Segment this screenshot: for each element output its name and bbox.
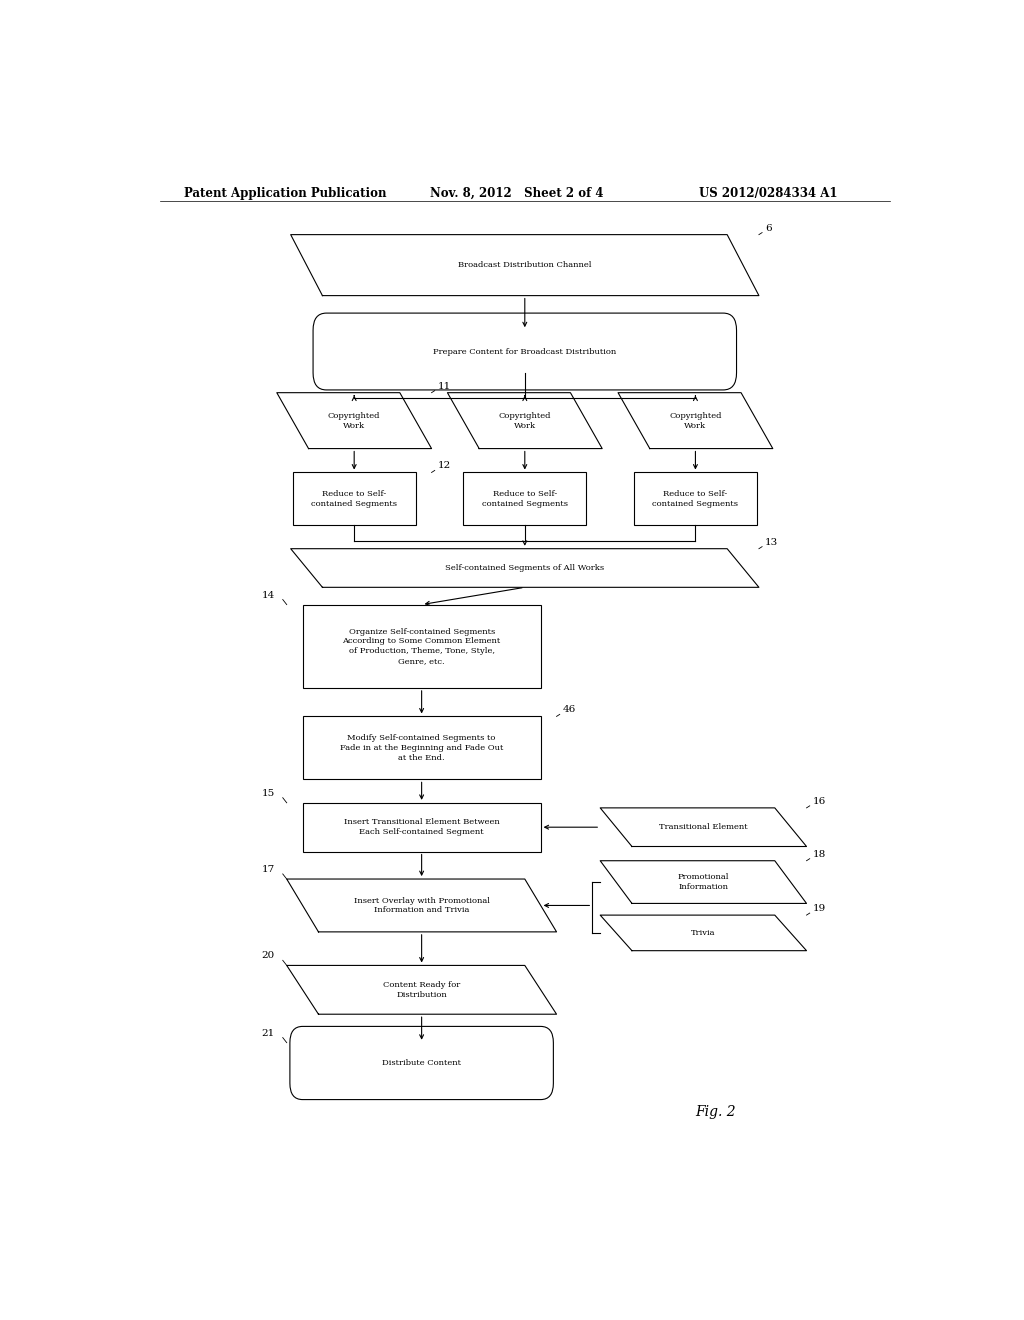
Text: Transitional Element: Transitional Element xyxy=(659,824,748,832)
FancyBboxPatch shape xyxy=(313,313,736,389)
Polygon shape xyxy=(600,915,807,950)
Bar xyxy=(303,803,541,851)
Text: 15: 15 xyxy=(261,789,274,797)
Text: Reduce to Self-
contained Segments: Reduce to Self- contained Segments xyxy=(652,490,738,508)
FancyBboxPatch shape xyxy=(290,1027,553,1100)
Text: Reduce to Self-
contained Segments: Reduce to Self- contained Segments xyxy=(311,490,397,508)
Bar xyxy=(303,605,541,688)
Text: Promotional
Information: Promotional Information xyxy=(678,873,729,891)
Text: Distribute Content: Distribute Content xyxy=(382,1059,461,1067)
Polygon shape xyxy=(447,392,602,449)
Polygon shape xyxy=(276,392,431,449)
Text: 11: 11 xyxy=(438,381,452,391)
Text: Self-contained Segments of All Works: Self-contained Segments of All Works xyxy=(445,564,604,572)
Text: Organize Self-contained Segments
According to Some Common Element
of Production,: Organize Self-contained Segments Accordi… xyxy=(342,627,501,665)
Text: Insert Overlay with Promotional
Information and Trivia: Insert Overlay with Promotional Informat… xyxy=(353,896,489,915)
Text: 16: 16 xyxy=(813,797,826,805)
Polygon shape xyxy=(287,965,557,1014)
Text: US 2012/0284334 A1: US 2012/0284334 A1 xyxy=(699,187,838,199)
Polygon shape xyxy=(618,392,773,449)
Text: Reduce to Self-
contained Segments: Reduce to Self- contained Segments xyxy=(482,490,567,508)
Text: 21: 21 xyxy=(261,1028,274,1038)
Text: Insert Transitional Element Between
Each Self-contained Segment: Insert Transitional Element Between Each… xyxy=(344,818,500,836)
Text: 18: 18 xyxy=(813,850,826,859)
Text: 13: 13 xyxy=(765,537,778,546)
Bar xyxy=(463,473,587,525)
Text: Copyrighted
Work: Copyrighted Work xyxy=(499,412,551,429)
Polygon shape xyxy=(291,549,759,587)
Text: Trivia: Trivia xyxy=(691,929,716,937)
Polygon shape xyxy=(600,808,807,846)
Bar xyxy=(303,717,541,779)
Text: 17: 17 xyxy=(261,865,274,874)
Text: Copyrighted
Work: Copyrighted Work xyxy=(669,412,722,429)
Text: 20: 20 xyxy=(261,952,274,961)
Bar xyxy=(634,473,757,525)
Text: Prepare Content for Broadcast Distribution: Prepare Content for Broadcast Distributi… xyxy=(433,347,616,355)
Polygon shape xyxy=(600,861,807,903)
Polygon shape xyxy=(291,235,759,296)
Text: 12: 12 xyxy=(438,462,452,470)
Text: Modify Self-contained Segments to
Fade in at the Beginning and Fade Out
at the E: Modify Self-contained Segments to Fade i… xyxy=(340,734,504,762)
Bar xyxy=(293,473,416,525)
Text: Patent Application Publication: Patent Application Publication xyxy=(183,187,386,199)
Text: 14: 14 xyxy=(261,590,274,599)
Text: 46: 46 xyxy=(563,705,577,714)
Text: Nov. 8, 2012   Sheet 2 of 4: Nov. 8, 2012 Sheet 2 of 4 xyxy=(430,187,603,199)
Text: Broadcast Distribution Channel: Broadcast Distribution Channel xyxy=(458,261,592,269)
Text: Copyrighted
Work: Copyrighted Work xyxy=(328,412,381,429)
Text: 19: 19 xyxy=(813,904,826,913)
Text: Content Ready for
Distribution: Content Ready for Distribution xyxy=(383,981,460,999)
Polygon shape xyxy=(287,879,557,932)
Text: Fig. 2: Fig. 2 xyxy=(695,1105,735,1119)
Text: 6: 6 xyxy=(765,223,772,232)
